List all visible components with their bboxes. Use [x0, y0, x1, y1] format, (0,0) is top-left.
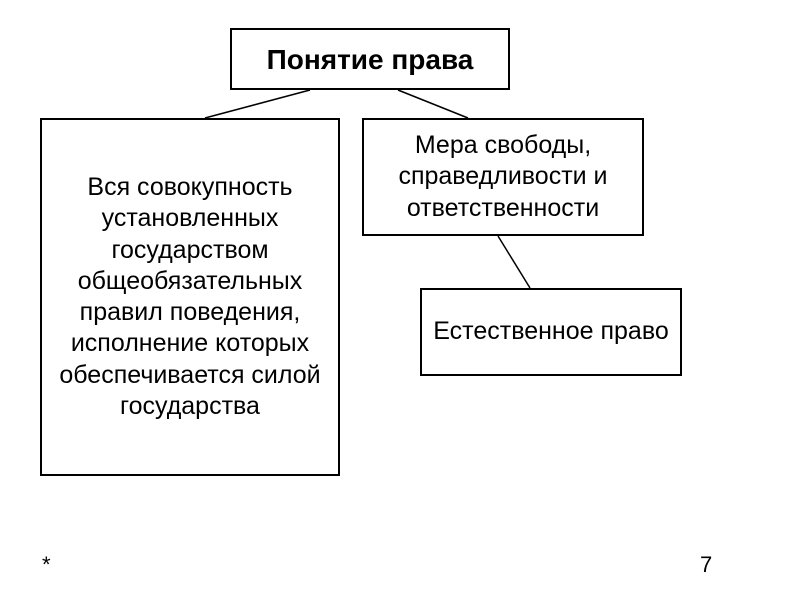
right-top-box-text: Мера свободы, справедливости и ответстве… — [374, 130, 632, 224]
footer-star: * — [42, 552, 51, 578]
footer-star-text: * — [42, 552, 51, 577]
title-text: Понятие права — [267, 42, 474, 77]
title-box: Понятие права — [230, 28, 510, 90]
connector-line — [205, 90, 310, 118]
left-box-text: Вся совокупность установленных государст… — [52, 172, 328, 422]
right-bottom-box-text: Естественное право — [433, 316, 668, 347]
left-box: Вся совокупность установленных государст… — [40, 118, 340, 476]
right-top-box: Мера свободы, справедливости и ответстве… — [362, 118, 644, 236]
footer-page-number-text: 7 — [700, 552, 712, 577]
right-bottom-box: Естественное право — [420, 288, 682, 376]
connector-line — [498, 236, 530, 288]
connector-line — [398, 90, 468, 118]
footer-page-number: 7 — [700, 552, 712, 578]
